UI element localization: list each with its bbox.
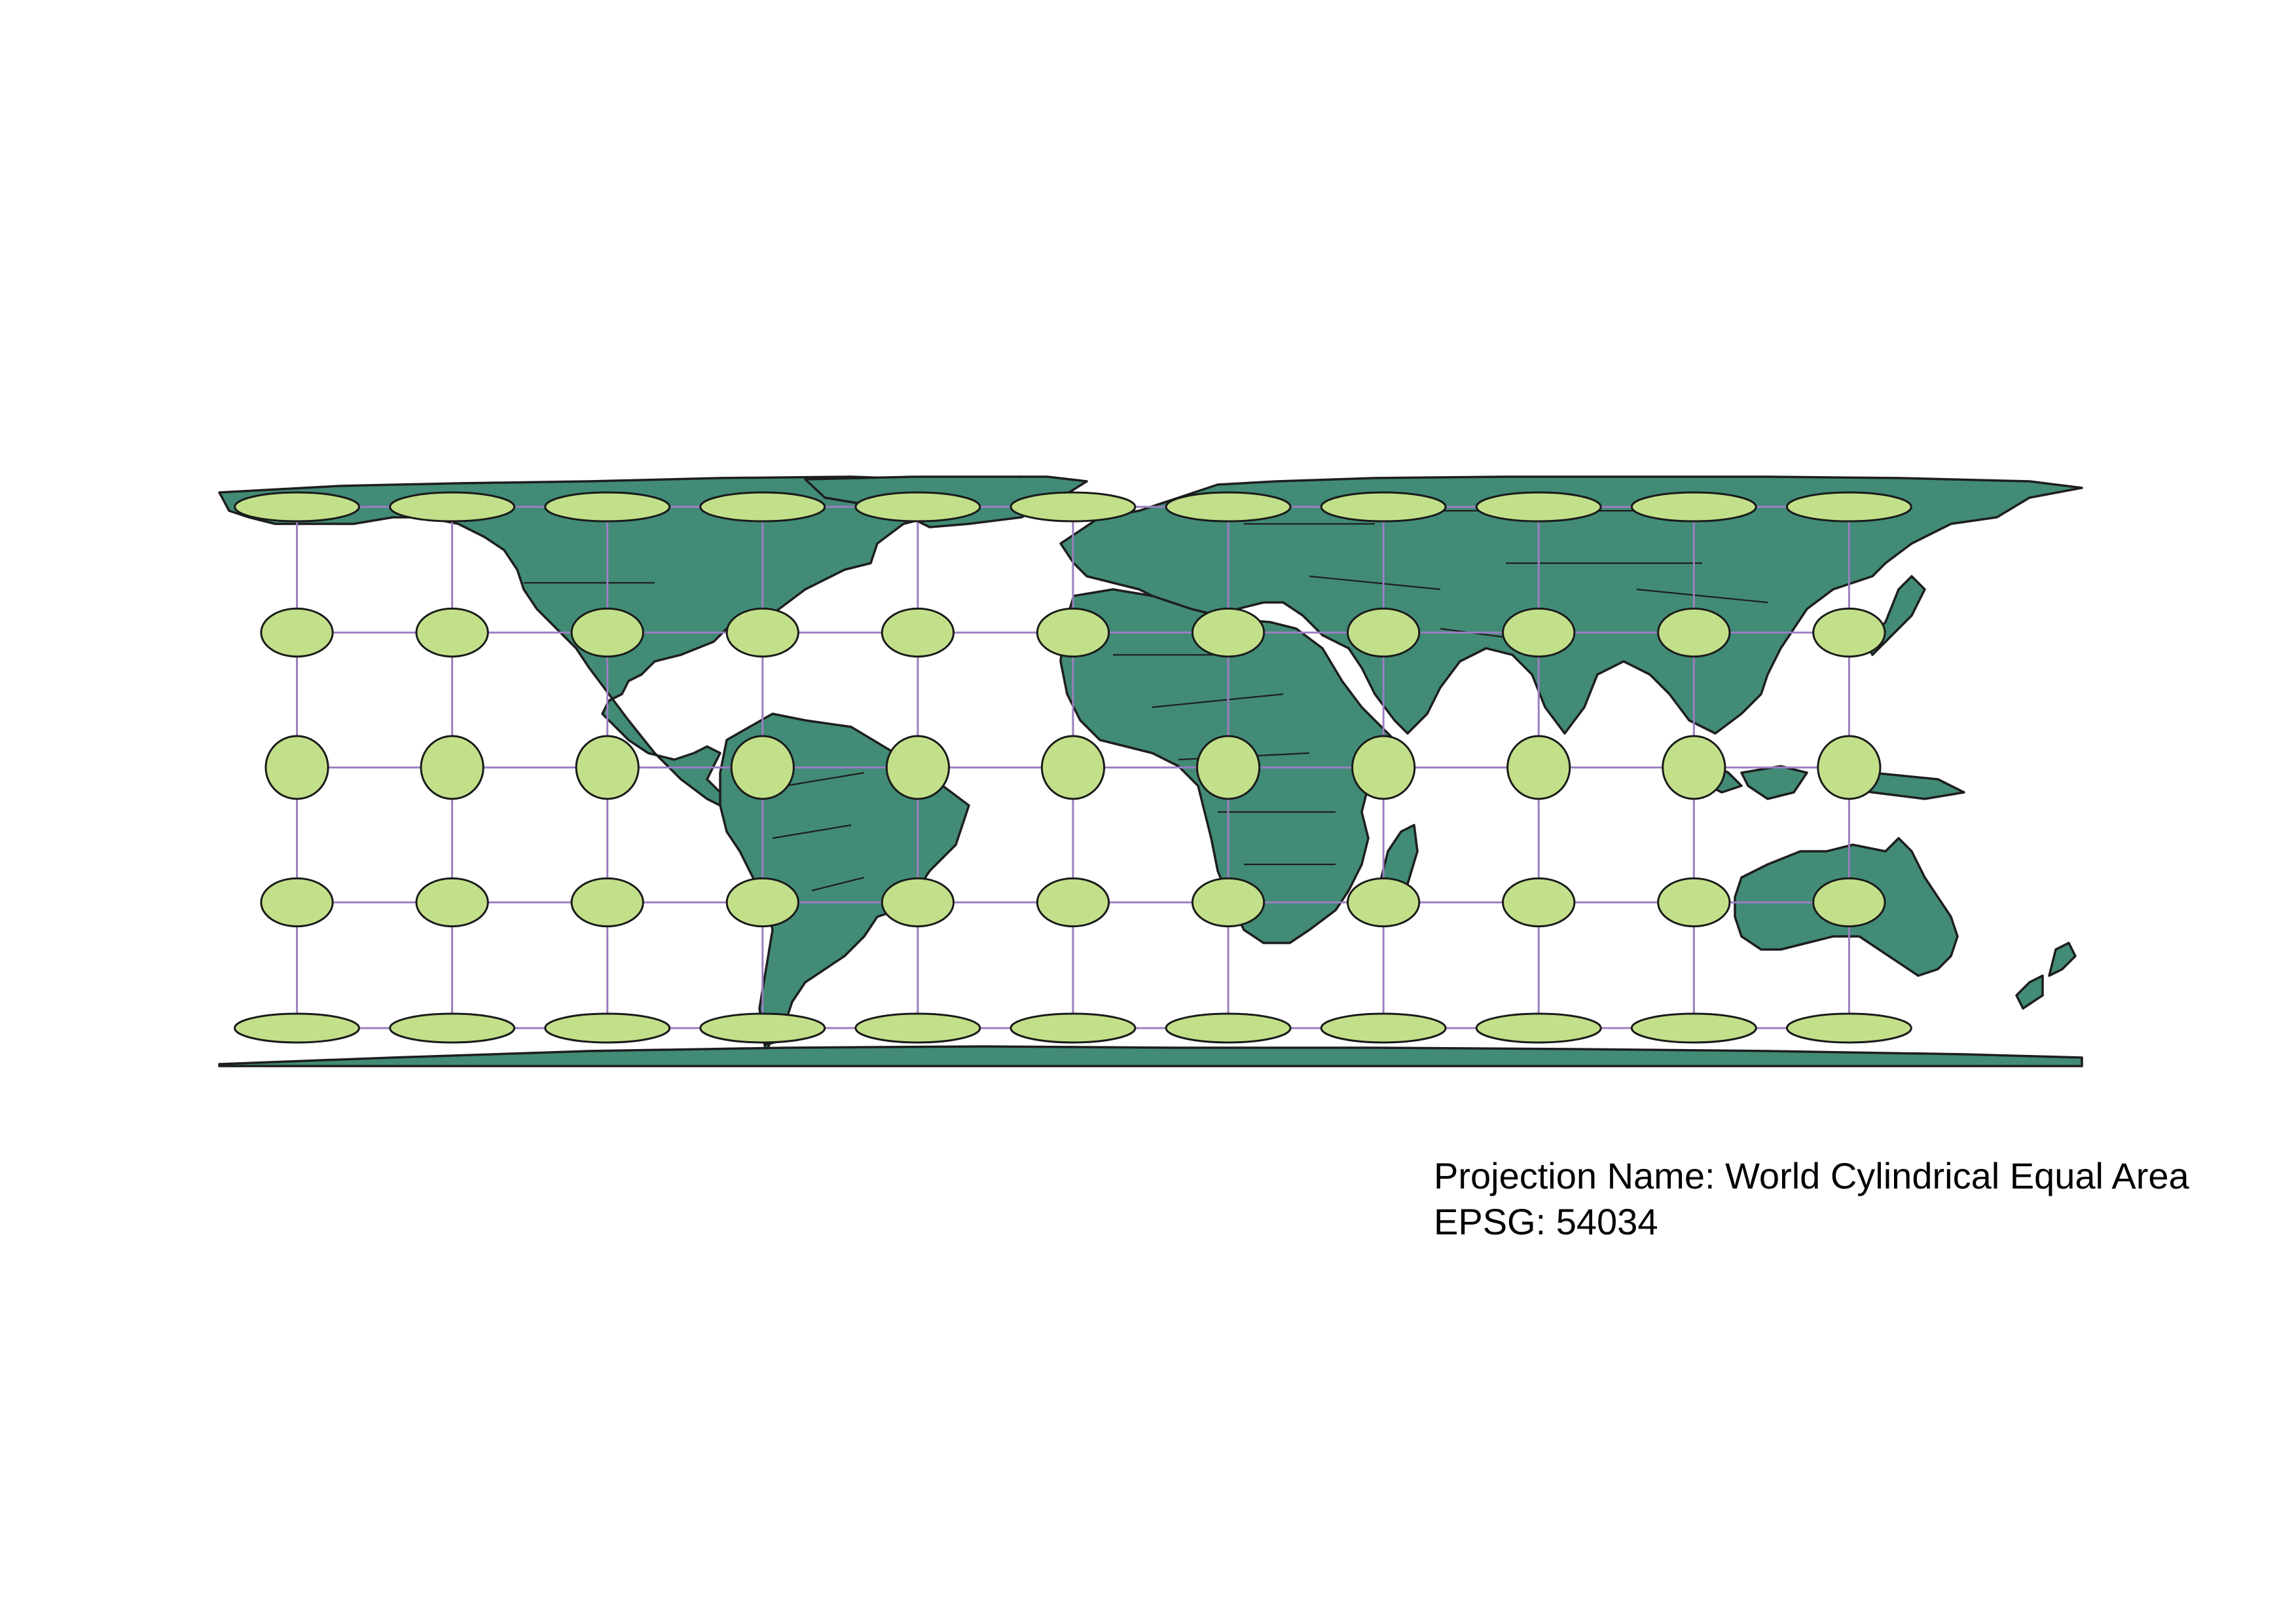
tissot-ellipse <box>575 735 640 800</box>
tissot-ellipse <box>1191 877 1266 928</box>
tissot-ellipse <box>1165 491 1292 523</box>
tissot-ellipse <box>1657 607 1731 658</box>
tissot-ellipse <box>1502 607 1576 658</box>
tissot-ellipse <box>730 735 795 800</box>
tissot-ellipse <box>1040 735 1106 800</box>
tissot-ellipse <box>1346 877 1421 928</box>
tissot-ellipse <box>1475 1012 1602 1044</box>
tissot-ellipse <box>1351 735 1416 800</box>
tissot-ellipse <box>264 735 329 800</box>
epsg-label: EPSG: <box>1434 1201 1546 1242</box>
tissot-ellipse <box>699 491 826 523</box>
tissot-ellipse <box>1036 607 1110 658</box>
tissot-ellipse <box>885 735 950 800</box>
tissot-ellipse <box>415 607 489 658</box>
tissot-ellipse <box>854 1012 981 1044</box>
tissot-ellipse <box>260 877 334 928</box>
tissot-ellipse <box>1165 1012 1292 1044</box>
projection-name: World Cylindrical Equal Area <box>1725 1155 2189 1196</box>
landmasses <box>218 475 2083 1067</box>
tissot-ellipse <box>881 607 955 658</box>
tissot-indicatrices <box>234 491 1912 1044</box>
projection-caption: Projection Name: World Cylindrical Equal… <box>1434 1158 2189 1194</box>
tissot-ellipse <box>1036 877 1110 928</box>
tissot-ellipse <box>854 491 981 523</box>
tissot-ellipse <box>1812 877 1886 928</box>
tissot-ellipse <box>1630 491 1757 523</box>
tissot-ellipse <box>260 607 334 658</box>
tissot-ellipse <box>234 1012 361 1044</box>
tissot-ellipse <box>1812 607 1886 658</box>
tissot-ellipse <box>1320 1012 1447 1044</box>
tissot-ellipse <box>1010 1012 1137 1044</box>
tissot-ellipse <box>1630 1012 1757 1044</box>
tissot-ellipse <box>1662 735 1726 800</box>
tissot-ellipse <box>1346 607 1421 658</box>
land-antarctica <box>218 1045 2083 1067</box>
tissot-ellipse <box>389 491 516 523</box>
tissot-ellipse <box>1657 877 1731 928</box>
tissot-ellipse <box>1010 491 1137 523</box>
tissot-ellipse <box>389 1012 516 1044</box>
tissot-ellipse <box>415 877 489 928</box>
epsg-caption: EPSG: 54034 <box>1434 1204 1658 1240</box>
tissot-ellipse <box>420 735 484 800</box>
tissot-ellipse <box>1817 735 1882 800</box>
tissot-ellipse <box>725 607 799 658</box>
projection-label: Projection Name: <box>1434 1155 1715 1196</box>
tissot-ellipse <box>570 607 644 658</box>
tissot-ellipse <box>881 877 955 928</box>
tissot-ellipse <box>544 1012 671 1044</box>
tissot-ellipse <box>1195 735 1261 800</box>
tissot-ellipse <box>699 1012 826 1044</box>
tissot-ellipse <box>544 491 671 523</box>
tissot-ellipse <box>1320 491 1447 523</box>
tissot-ellipse <box>1785 491 1912 523</box>
tissot-ellipse <box>1502 877 1576 928</box>
tissot-ellipse <box>1506 735 1571 800</box>
land-eurasia <box>1059 475 2083 735</box>
tissot-ellipse <box>1785 1012 1912 1044</box>
land-new-zealand <box>2015 942 2077 1010</box>
tissot-ellipse <box>1475 491 1602 523</box>
tissot-ellipse <box>570 877 644 928</box>
tissot-ellipse <box>725 877 799 928</box>
epsg-code: 54034 <box>1556 1201 1658 1242</box>
tissot-ellipse <box>234 491 361 523</box>
tissot-ellipse <box>1191 607 1266 658</box>
